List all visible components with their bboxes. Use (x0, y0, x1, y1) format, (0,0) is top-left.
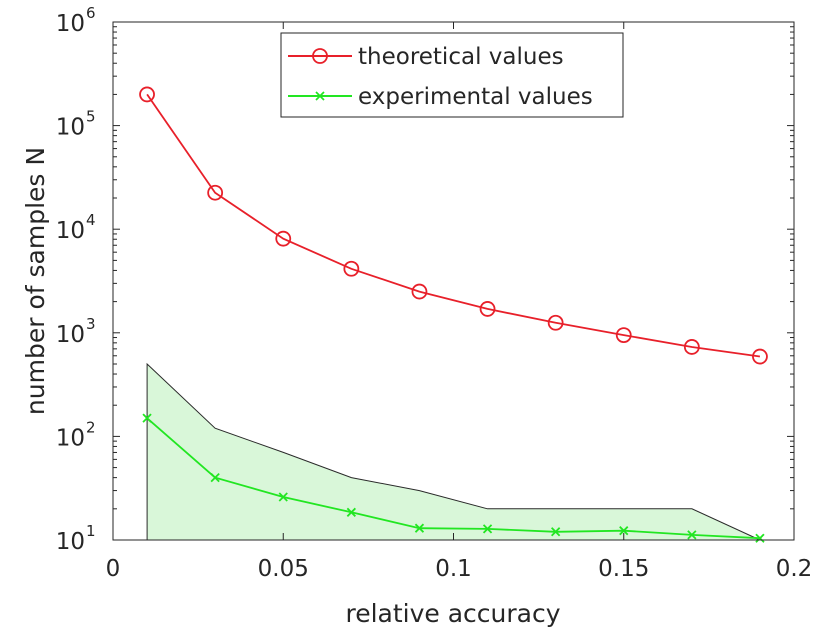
data-point-theoretical (547, 314, 564, 331)
data-point-mark (210, 472, 220, 483)
data-point-experimental (210, 472, 220, 483)
data-point-mark (619, 526, 629, 536)
series-layer (139, 86, 768, 543)
data-point-experimental (414, 523, 425, 533)
data-point-theoretical (752, 348, 768, 365)
legend-label-theoretical: theoretical values (358, 44, 564, 70)
y-tick-exponent: 2 (86, 418, 96, 436)
data-point-mark (687, 530, 697, 540)
data-point-mark (142, 413, 152, 423)
data-point-experimental (619, 526, 629, 536)
data-point-theoretical (343, 260, 360, 277)
data-point-experimental (687, 530, 697, 540)
y-tick-label: 10 (56, 218, 85, 244)
data-point-experimental (551, 527, 561, 537)
y-tick-exponent: 4 (86, 211, 96, 229)
data-point-theoretical (479, 301, 496, 317)
legend-marker-theoretical (312, 48, 328, 64)
y-tick-label: 10 (56, 11, 85, 37)
data-point-mark (755, 533, 765, 543)
data-point-theoretical (207, 184, 224, 201)
x-tick-label: 0.1 (435, 556, 472, 582)
y-tick-label: 10 (56, 529, 85, 555)
x-tick-label: 0.15 (598, 556, 649, 582)
y-tick-exponent: 3 (86, 315, 96, 333)
y-tick-exponent: 1 (86, 522, 96, 540)
x-tick-label: 0.05 (258, 556, 309, 582)
data-point-experimental (346, 507, 356, 517)
legend-label-experimental: experimental values (358, 84, 593, 110)
data-point-experimental (278, 492, 288, 502)
y-axis-label: number of samples N (21, 147, 50, 415)
data-point-mark (278, 492, 288, 502)
series-line-experimental (146, 417, 760, 540)
data-point-theoretical (683, 339, 700, 355)
data-point-experimental (142, 413, 152, 423)
y-tick-label: 10 (56, 425, 85, 451)
legend-marker-experimental (315, 91, 325, 101)
data-point-theoretical (411, 283, 428, 300)
legend-box (280, 32, 624, 118)
x-tick-label: 0 (106, 556, 121, 582)
data-point-mark (346, 507, 356, 517)
y-tick-exponent: 5 (86, 108, 96, 126)
data-point-experimental (482, 524, 493, 534)
y-tick-label: 10 (56, 322, 85, 348)
data-point-theoretical (139, 86, 155, 103)
data-point-theoretical (275, 230, 292, 247)
series-line-theoretical (146, 93, 761, 358)
data-point-mark (414, 523, 425, 533)
y-tick-label: 10 (56, 115, 85, 141)
data-point-experimental (755, 533, 765, 543)
y-tick-exponent: 6 (86, 4, 96, 22)
legend: theoretical values experimental values (280, 32, 624, 118)
data-point-mark (551, 527, 561, 537)
x-tick-label: 0.2 (776, 556, 813, 582)
x-axis-label: relative accuracy (345, 599, 560, 628)
data-point-theoretical (615, 327, 632, 344)
data-point-mark (482, 524, 493, 534)
legend-marker-stroke (315, 91, 325, 101)
